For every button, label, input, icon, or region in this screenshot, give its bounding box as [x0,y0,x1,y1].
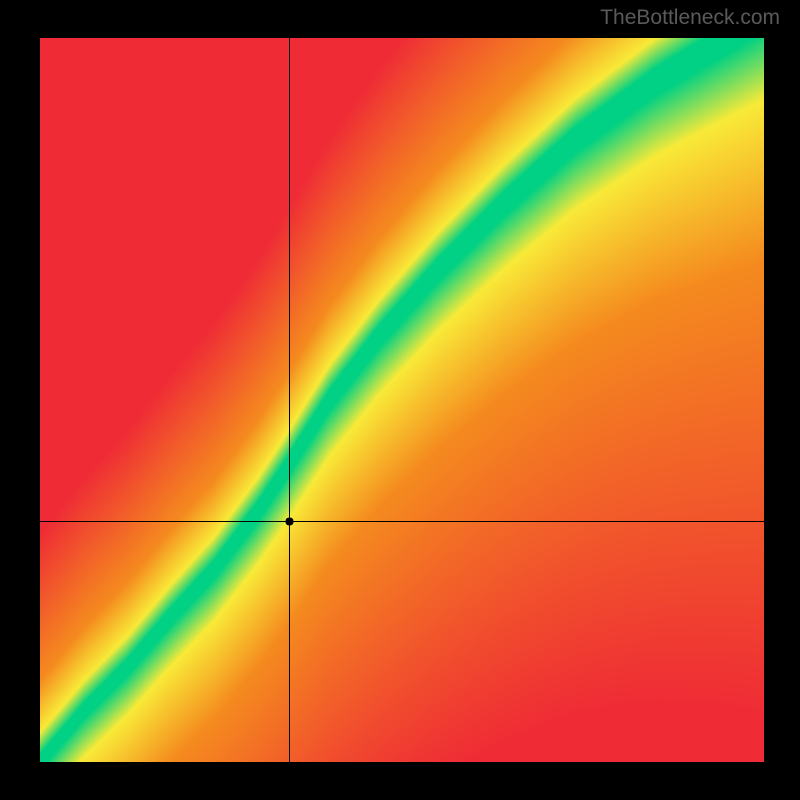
chart-container: TheBottleneck.com [0,0,800,800]
heatmap-canvas [40,38,764,762]
watermark-text: TheBottleneck.com [600,6,780,30]
heatmap-plot [40,38,764,762]
